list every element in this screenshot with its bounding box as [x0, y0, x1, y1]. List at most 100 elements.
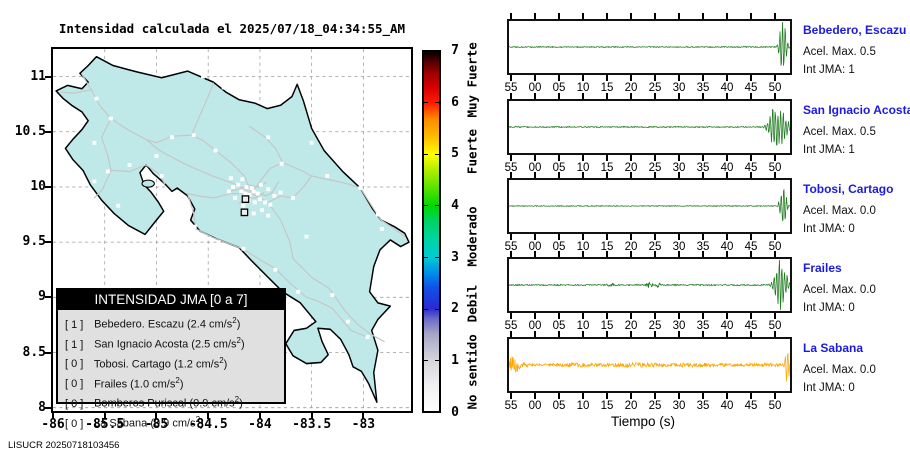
- time-axis-tick: [654, 234, 656, 240]
- time-axis-tick: [774, 331, 776, 337]
- time-tick-label: 40: [720, 241, 734, 253]
- legend-item: [ 0 ] La Sabana (0.9 cm/s2): [65, 412, 284, 432]
- legend-item-station: Bomberos Puriscal (0.9 cm/s: [94, 398, 235, 411]
- time-tick-label: 15: [600, 400, 614, 412]
- time-tick-label: 35: [696, 162, 710, 174]
- time-tick-label: 05: [552, 82, 566, 94]
- time-axis-tick: [654, 155, 656, 161]
- time-tick-label: 00: [528, 162, 542, 174]
- time-tick-label: 25: [648, 162, 662, 174]
- station-name: Frailes: [803, 261, 842, 275]
- station-dot: [221, 85, 226, 90]
- time-tick-label: 40: [720, 82, 734, 94]
- station-dot: [278, 190, 283, 195]
- time-tick-label: 20: [624, 400, 638, 412]
- station-dot: [231, 185, 236, 189]
- seismogram-trace: [509, 21, 790, 66]
- legend-item-jma-value: [ 1 ]: [65, 338, 84, 351]
- seismogram-trace: [509, 353, 790, 382]
- time-axis-tick: [510, 93, 512, 99]
- station-dot: [244, 185, 249, 189]
- costa-rica-map: [53, 49, 411, 411]
- time-tick-label: 40: [720, 400, 734, 412]
- time-axis-tick: [630, 331, 632, 337]
- station-dot: [127, 163, 132, 167]
- legend-item-sup: 2: [236, 335, 241, 345]
- time-axis-tick: [702, 93, 704, 99]
- map-y-axis-tick: [45, 241, 51, 244]
- time-tick-label: 00: [528, 400, 542, 412]
- time-axis-tick: [558, 251, 560, 257]
- map-x-axis-tick: [258, 413, 261, 419]
- station-dot: [239, 189, 244, 194]
- time-axis-tick: [558, 13, 560, 19]
- time-tick-label: 15: [600, 320, 614, 332]
- int-jma-label: Int JMA: 1: [803, 64, 855, 76]
- time-tick-label: 55: [504, 320, 518, 332]
- time-axis-tick: [558, 93, 560, 99]
- time-tick-label: 10: [576, 82, 590, 94]
- time-axis-tick: [678, 13, 680, 19]
- map-y-tick-label: 10.5: [14, 123, 46, 139]
- colorbar-tick: [424, 360, 428, 362]
- time-axis-tick: [510, 393, 512, 399]
- time-axis-tick: [558, 155, 560, 161]
- colorbar-category-label: Debil: [464, 284, 480, 323]
- station-dot: [252, 200, 257, 205]
- colorbar-tick-label: 3: [451, 249, 459, 265]
- colorbar-category-label: No sentido: [464, 334, 480, 410]
- time-axis-tick: [774, 155, 776, 161]
- time-axis-tick: [582, 393, 584, 399]
- legend-item-close: ): [200, 417, 204, 430]
- legend-item-close: ): [240, 338, 245, 351]
- station-dot: [201, 74, 205, 79]
- time-tick-label: 50: [768, 320, 782, 332]
- time-axis-tick: [534, 75, 536, 81]
- time-tick-label: 55: [504, 241, 518, 253]
- seismogram-panel-0: [507, 19, 792, 75]
- station-dot: [241, 246, 246, 251]
- station-dot: [345, 319, 350, 324]
- time-axis-tick: [774, 251, 776, 257]
- station-dot: [375, 212, 380, 217]
- station-dot: [170, 135, 174, 140]
- colorbar-tick: [435, 308, 439, 310]
- station-dot: [233, 196, 238, 200]
- station-name: Bebedero, Escazu: [803, 23, 907, 37]
- time-axis-tick: [534, 251, 536, 257]
- gulf-island: [141, 179, 155, 188]
- time-axis-tick: [510, 75, 512, 81]
- road-line: [93, 117, 112, 199]
- legend-item-close: ): [239, 398, 243, 411]
- time-axis-tick: [654, 331, 656, 337]
- time-axis-tick: [582, 155, 584, 161]
- highlighted-station-marker: [241, 195, 250, 203]
- map-y-tick-label: 8.5: [22, 344, 46, 360]
- acel-max-label: Acel. Max. 0.0: [803, 284, 876, 296]
- map-x-tick-label: -86: [41, 417, 65, 432]
- time-axis-tick: [774, 393, 776, 399]
- time-axis-tick: [558, 313, 560, 319]
- time-axis-tick: [774, 313, 776, 319]
- station-dot: [296, 289, 301, 294]
- station-dot: [289, 326, 293, 331]
- station-dot: [266, 213, 271, 218]
- station-dot: [272, 193, 277, 198]
- station-dot: [159, 174, 164, 178]
- time-axis-tick: [678, 251, 680, 257]
- time-axis-tick: [582, 93, 584, 99]
- highlighted-station-marker: [240, 208, 249, 217]
- colorbar-tick-label: 1: [451, 352, 459, 368]
- time-tick-label: 55: [504, 82, 518, 94]
- legend-item-station: La Sabana (0.9 cm/s: [94, 417, 196, 430]
- time-tick-label: 25: [648, 320, 662, 332]
- time-tick-label: 45: [744, 162, 758, 174]
- station-dot: [247, 192, 252, 197]
- time-tick-label: 40: [720, 162, 734, 174]
- time-axis-tick: [678, 75, 680, 81]
- time-axis-tick: [606, 93, 608, 99]
- map-x-axis-tick: [52, 413, 54, 419]
- colorbar-tick-label: 7: [451, 43, 459, 58]
- time-axis-tick: [702, 251, 704, 257]
- acel-max-label: Acel. Max. 0.5: [803, 46, 876, 58]
